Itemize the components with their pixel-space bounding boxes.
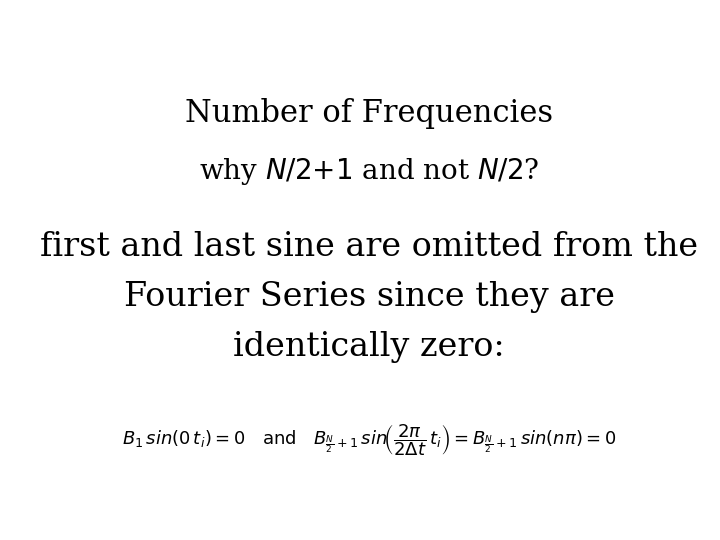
Text: why $\mathit{N/2{+}1}$ and not $\mathit{N/2}$?: why $\mathit{N/2{+}1}$ and not $\mathit{… [199, 156, 539, 187]
Text: Number of Frequencies: Number of Frequencies [185, 98, 553, 129]
Text: $B_1 \, \mathit{sin}(0 \, t_i) = 0$$\quad \mathrm{and} \quad$$B_{\frac{N}{2}+1} : $B_1 \, \mathit{sin}(0 \, t_i) = 0$$\qua… [122, 422, 616, 458]
Text: identically zero:: identically zero: [233, 331, 505, 363]
Text: first and last sine are omitted from the: first and last sine are omitted from the [40, 231, 698, 263]
Text: Fourier Series since they are: Fourier Series since they are [124, 281, 614, 313]
